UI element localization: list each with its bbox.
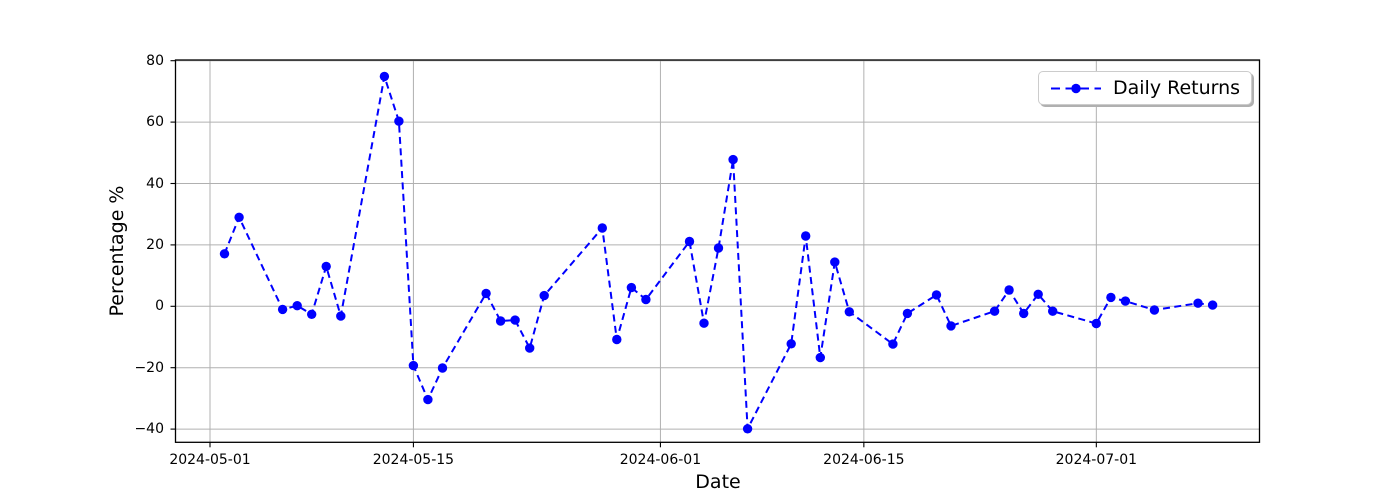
data-point-marker bbox=[1004, 285, 1014, 295]
plot-border bbox=[174, 59, 1261, 443]
x-tick-label: 2024-06-15 bbox=[823, 452, 905, 468]
data-point-marker bbox=[815, 352, 825, 363]
data-point-marker bbox=[844, 307, 854, 317]
data-point-marker bbox=[786, 339, 796, 349]
data-point-marker bbox=[801, 231, 811, 241]
data-point-marker bbox=[292, 301, 302, 311]
data-point-marker bbox=[336, 311, 346, 321]
data-point-marker bbox=[989, 306, 1000, 316]
y-tick-label: 20 bbox=[146, 236, 164, 253]
data-point-marker bbox=[1048, 306, 1058, 316]
data-point-marker bbox=[495, 316, 506, 326]
data-point-marker bbox=[641, 294, 651, 305]
data-point-marker bbox=[234, 212, 244, 222]
data-point-marker bbox=[1207, 300, 1218, 310]
data-point-marker bbox=[728, 154, 738, 165]
data-point-marker bbox=[888, 339, 898, 349]
y-tick-label: −20 bbox=[134, 359, 164, 376]
data-point-marker bbox=[902, 308, 913, 319]
data-point-marker bbox=[931, 290, 942, 300]
data-point-marker bbox=[481, 288, 491, 299]
data-point-marker bbox=[525, 343, 535, 353]
data-point-marker bbox=[1033, 289, 1043, 299]
x-tick-label: 2024-07-01 bbox=[1055, 452, 1138, 468]
y-tick-label: 40 bbox=[146, 175, 164, 192]
data-point-marker bbox=[437, 363, 448, 373]
data-point-marker bbox=[1193, 298, 1203, 308]
data-point-marker bbox=[423, 394, 433, 405]
data-point-marker bbox=[1091, 318, 1102, 329]
gridlines bbox=[175, 60, 1260, 443]
legend-label: Daily Returns bbox=[1113, 77, 1241, 99]
data-point-marker bbox=[1019, 308, 1029, 319]
data-point-marker bbox=[684, 236, 695, 247]
data-point-marker bbox=[379, 71, 390, 82]
data-point-marker bbox=[408, 360, 419, 371]
data-point-marker bbox=[830, 257, 840, 267]
data-point-marker bbox=[742, 424, 753, 434]
daily-returns-line bbox=[223, 76, 1213, 433]
x-tick-label: 2024-06-01 bbox=[619, 452, 702, 468]
y-tick-label: 0 bbox=[155, 298, 164, 315]
data-point-marker bbox=[946, 321, 956, 331]
data-point-marker bbox=[321, 261, 331, 272]
data-point-marker bbox=[394, 116, 404, 126]
y-tick-label: 60 bbox=[146, 114, 164, 131]
data-point-marker bbox=[219, 249, 230, 259]
y-tick-label: 80 bbox=[146, 52, 164, 69]
data-point-marker bbox=[1106, 292, 1116, 303]
x-tick-label: 2024-05-01 bbox=[169, 452, 251, 468]
data-point-marker bbox=[699, 318, 709, 328]
data-point-marker bbox=[307, 309, 317, 319]
legend: Daily Returns bbox=[1038, 71, 1252, 105]
data-point-marker bbox=[612, 334, 622, 345]
y-axis-title: Percentage % bbox=[106, 185, 128, 317]
data-point-marker bbox=[510, 315, 520, 325]
x-tick-label: 2024-05-15 bbox=[372, 452, 455, 468]
data-point-marker bbox=[713, 243, 724, 253]
y-tick-label: −40 bbox=[134, 421, 164, 438]
data-point-marker bbox=[1120, 296, 1131, 306]
data-point-marker bbox=[539, 290, 549, 301]
x-axis-title: Date bbox=[695, 471, 741, 493]
legend-line-sample-icon bbox=[1051, 83, 1101, 94]
data-point-marker bbox=[597, 223, 607, 233]
daily-returns-markers bbox=[219, 71, 1218, 434]
tick-marks bbox=[170, 60, 1097, 448]
legend-marker-dot bbox=[1071, 83, 1081, 94]
data-point-marker bbox=[1149, 305, 1160, 315]
data-point-marker bbox=[626, 282, 637, 293]
data-point-marker bbox=[277, 304, 288, 315]
